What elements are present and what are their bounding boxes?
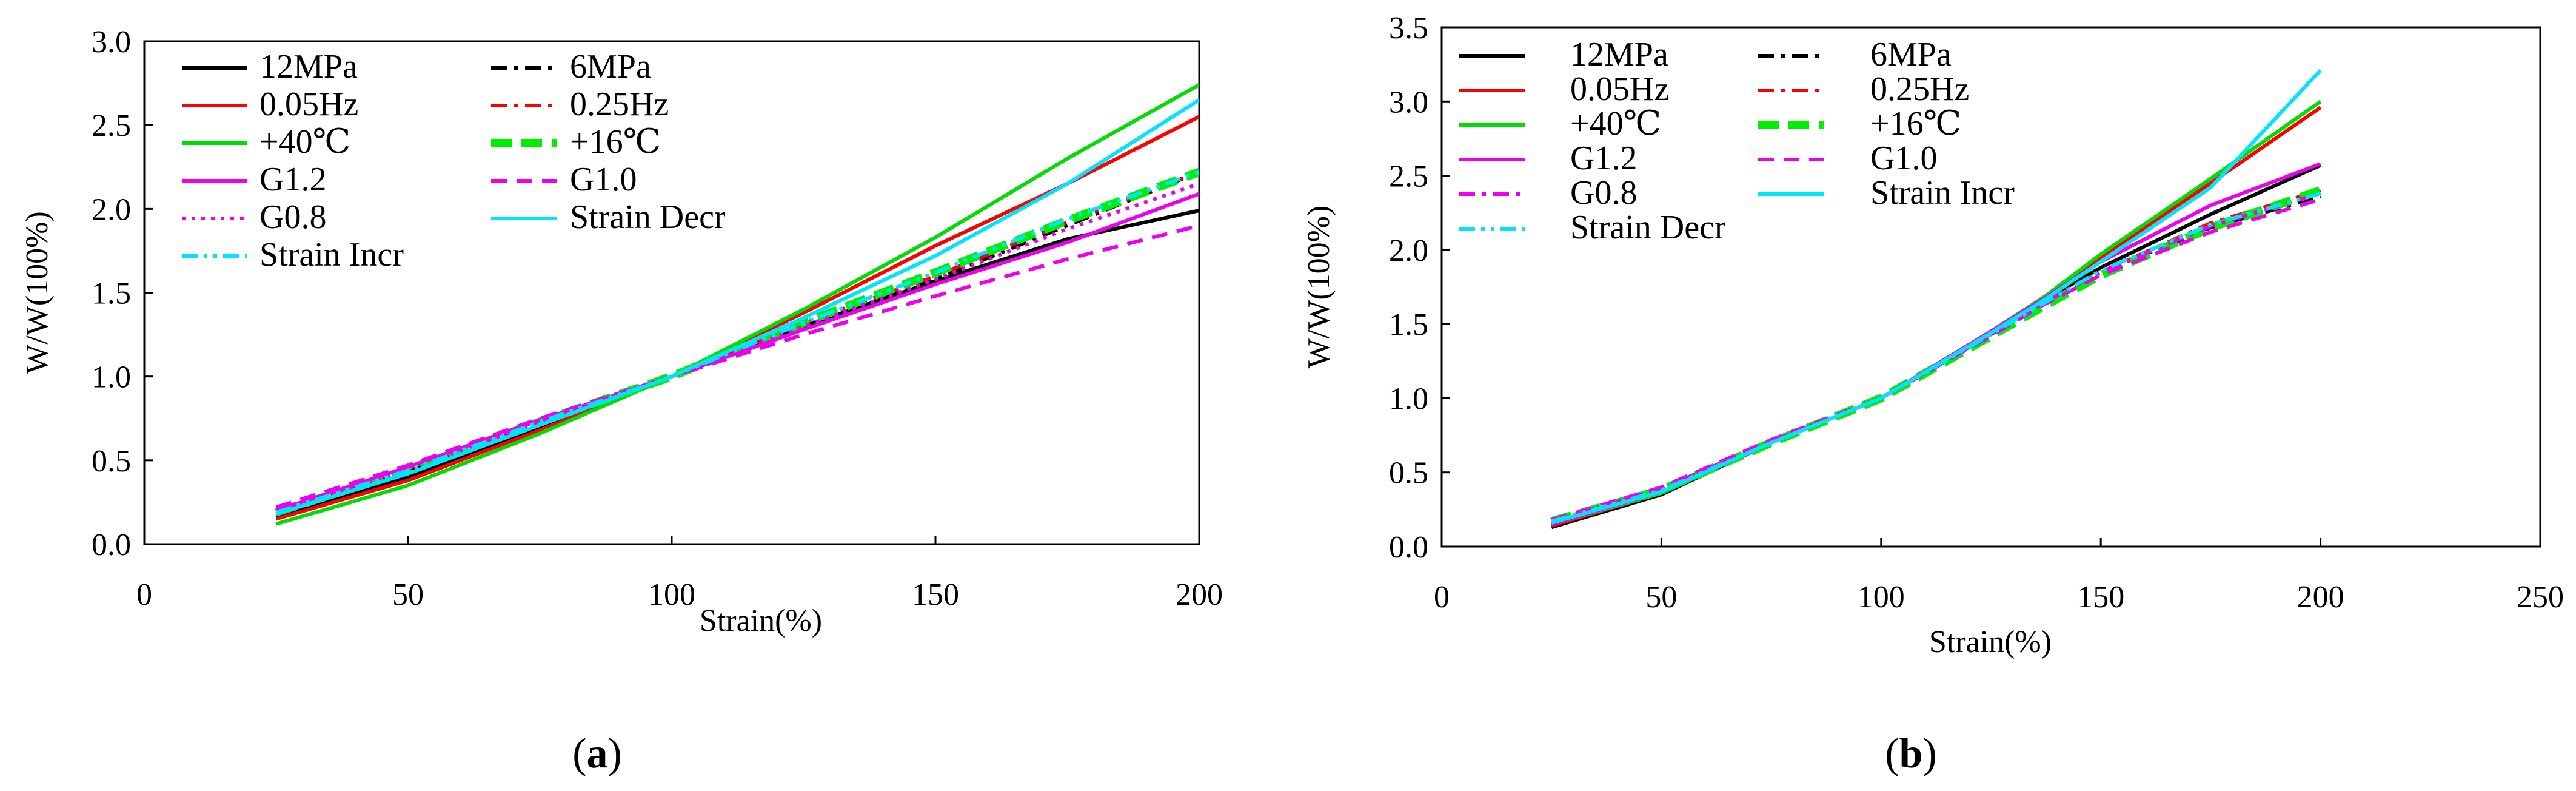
legend-label: G0.8 xyxy=(1570,174,1637,212)
legend-label: G1.2 xyxy=(259,161,326,198)
y-tick-label: 1.0 xyxy=(92,360,131,395)
series-line--40- xyxy=(275,83,1199,526)
legend-label: +16℃ xyxy=(1870,105,1961,143)
y-tick-label: 2.5 xyxy=(1389,160,1428,194)
legend-label: G1.0 xyxy=(570,161,637,198)
y-axis-title: W/W(100%) xyxy=(1302,206,1336,369)
y-axis-title: W/W(100%) xyxy=(20,211,55,374)
x-tick-label: 150 xyxy=(912,577,959,612)
legend-label: G0.8 xyxy=(259,198,326,236)
x-tick-label: 150 xyxy=(2077,580,2124,614)
series-line-g1.0 xyxy=(1551,197,2321,522)
legend-label: +40℃ xyxy=(1570,105,1661,143)
chart-panel-b: 0.0 0.5 1.0 1.5 2.0 2.5 3.0 3.5 0 50 100 150 200 250 S… xyxy=(1302,11,2564,659)
legend-label: 0.05Hz xyxy=(1570,70,1669,108)
caption-a-letter: a xyxy=(587,730,608,777)
legend-label: G1.0 xyxy=(1870,140,1937,177)
legend-label: 12MPa xyxy=(1570,36,1668,73)
x-tick-label: 100 xyxy=(648,577,695,612)
x-axis-title: Strain(%) xyxy=(1929,625,2052,659)
y-tick-label: 1.5 xyxy=(92,277,131,311)
x-tick-label: 200 xyxy=(2297,580,2344,614)
x-tick-label: 50 xyxy=(392,577,424,612)
y-tick-label: 1.5 xyxy=(1389,308,1428,342)
legend-label: 6MPa xyxy=(570,48,651,86)
series-line-0.05hz xyxy=(275,115,1199,521)
x-axis-title: Strain(%) xyxy=(700,604,822,638)
y-tick-label: 0.5 xyxy=(1389,456,1428,491)
legend-label: Strain Decr xyxy=(570,198,726,236)
series-line-g1.0 xyxy=(275,224,1199,510)
legend-label: 0.25Hz xyxy=(1870,70,1969,108)
x-tick-label: 250 xyxy=(2517,580,2564,614)
series-line--16- xyxy=(275,167,1199,517)
y-tick-label: 3.0 xyxy=(92,25,131,59)
chart-panel-a: 0.0 0.5 1.0 1.5 2.0 2.5 3.0 0 50 100 150 200 Strain(… xyxy=(20,25,1223,638)
legend-label: +16℃ xyxy=(570,123,661,161)
caption-a: (a) xyxy=(572,730,622,777)
x-tick-label: 200 xyxy=(1176,577,1223,612)
legend-label: Strain Incr xyxy=(1870,174,2015,212)
legend: 12MPa 6MPa 0.05Hz 0.25Hz +40℃ +16℃ G1.2 G1.0 G0.… xyxy=(182,48,726,274)
legend-label: 0.25Hz xyxy=(570,86,669,123)
legend-label: 0.05Hz xyxy=(259,86,358,123)
y-tick-label: 2.0 xyxy=(92,192,131,227)
plot-area-frame xyxy=(1440,26,2541,548)
y-tick-label: 3.5 xyxy=(1389,11,1428,45)
legend-label: Strain Incr xyxy=(259,236,404,274)
series-lines xyxy=(1550,69,2322,530)
series-lines xyxy=(275,83,1199,526)
legend-label: 6MPa xyxy=(1870,36,1952,73)
legend-label: 12MPa xyxy=(259,48,358,86)
y-tick-label: 2.5 xyxy=(92,109,131,143)
series-line-strain-incr xyxy=(1551,69,2322,525)
legend-label: Strain Decr xyxy=(1570,209,1726,246)
series-line-strain-decr xyxy=(275,98,1199,516)
y-tick-label: 3.0 xyxy=(1389,85,1428,119)
caption-b-letter: b xyxy=(1899,730,1923,777)
legend-label: +40℃ xyxy=(259,123,350,161)
y-tick-label: 0.0 xyxy=(92,528,131,562)
series-line-g0.8 xyxy=(275,182,1199,514)
legend-label: G1.2 xyxy=(1570,140,1637,177)
y-tick-label: 1.0 xyxy=(1389,382,1428,416)
y-tick-label: 0.5 xyxy=(92,444,131,479)
y-tick-label: 2.0 xyxy=(1389,234,1428,268)
x-tick-label: 0 xyxy=(136,577,152,612)
legend: 12MPa 6MPa 0.05Hz 0.25Hz +40℃ +16℃ G1.2 G1.0 G0.… xyxy=(1459,36,2015,246)
y-tick-label: 0.0 xyxy=(1389,530,1428,565)
caption-b: (b) xyxy=(1885,730,1937,777)
x-tick-label: 0 xyxy=(1434,580,1450,614)
x-tick-label: 100 xyxy=(1858,580,1905,614)
x-tick-label: 50 xyxy=(1645,580,1677,614)
